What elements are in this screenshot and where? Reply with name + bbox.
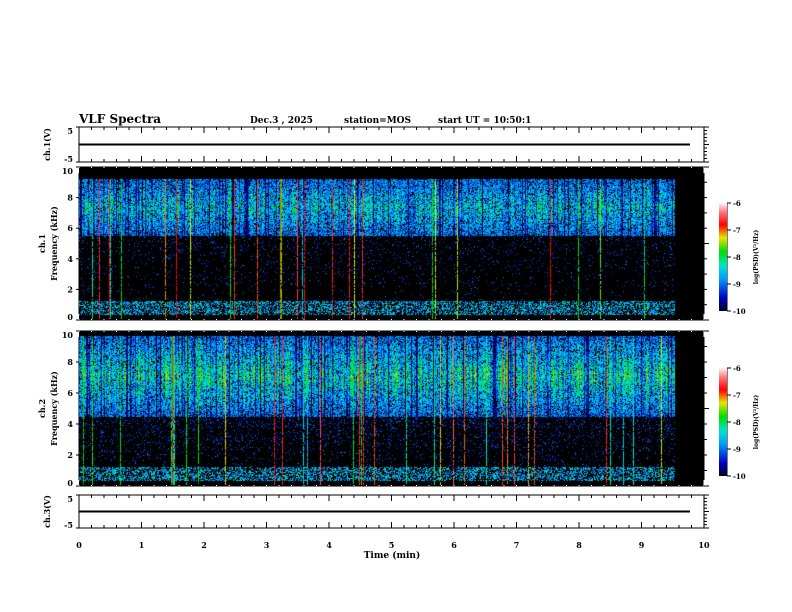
x-tick-label: 7 <box>514 540 520 550</box>
ch1-spectrogram-image <box>79 168 693 319</box>
colorbar-label: log(PSD)(V²/Hz) <box>753 230 760 285</box>
colorbar-tick-label: -7 <box>733 226 741 235</box>
x-tick-label: 4 <box>326 540 332 550</box>
start-time-label: start UT = 10:50:1 <box>438 116 531 126</box>
figure-title: VLF Spectra <box>78 112 161 126</box>
x-tick-label: 0 <box>76 540 82 550</box>
y-tick-label: 8 <box>67 193 73 203</box>
colorbar-label: log(PSD)(V²/Hz) <box>753 395 760 450</box>
x-tick-label: 1 <box>139 540 145 550</box>
y-tick-label: -5 <box>64 520 73 530</box>
x-tick-label: 8 <box>576 540 582 550</box>
y-axis-label: ch.1(V) <box>42 128 52 161</box>
y-tick-label: 6 <box>67 223 73 233</box>
colorbar-tick-label: -8 <box>733 418 741 427</box>
colorbar-tick-label: -10 <box>733 307 746 316</box>
y-axis-label: ch.3(V) <box>42 495 52 528</box>
y-axis-label: Frequency (kHz) <box>49 371 59 446</box>
y-tick-label: 8 <box>67 357 73 367</box>
x-tick-label: 2 <box>201 540 207 550</box>
panel-channel-label: ch.2 <box>37 399 47 418</box>
y-tick-label: 10 <box>62 330 74 340</box>
y-tick-label: 6 <box>67 388 73 398</box>
x-tick-label: 5 <box>389 540 395 550</box>
y-tick-label: 4 <box>67 254 73 264</box>
colorbar-tick-label: -6 <box>733 364 741 373</box>
y-tick-label: 2 <box>67 284 73 294</box>
colorbar-tick-label: -9 <box>733 445 741 454</box>
colorbar-tick-label: -8 <box>733 253 741 262</box>
ch2-colorbar <box>719 368 727 476</box>
y-axis-label: Frequency (kHz) <box>49 206 59 281</box>
y-tick-label: 0 <box>67 312 73 322</box>
y-tick-label: 5 <box>67 494 73 504</box>
station-label: station=MOS <box>344 116 411 126</box>
colorbar-tick-label: -9 <box>733 280 741 289</box>
x-axis-label: Time (min) <box>364 550 421 561</box>
colorbar-tick-label: -7 <box>733 391 741 400</box>
panel-channel-label: ch.1 <box>37 234 47 253</box>
colorbar-tick-label: -6 <box>733 199 741 208</box>
x-tick-label: 10 <box>698 540 710 550</box>
ch2-spectrogram-image <box>79 332 693 485</box>
y-tick-label: 0 <box>67 478 73 488</box>
y-tick-label: 4 <box>67 419 73 429</box>
y-tick-label: 5 <box>67 126 73 136</box>
colorbar-tick-label: -10 <box>733 472 746 481</box>
x-tick-label: 9 <box>639 540 645 550</box>
x-tick-label: 3 <box>264 540 270 550</box>
x-tick-label: 6 <box>451 540 457 550</box>
y-tick-label: 10 <box>62 166 74 176</box>
date-label: Dec.3 , 2025 <box>250 116 313 126</box>
y-tick-label: -5 <box>64 154 73 164</box>
ch1-colorbar <box>719 203 727 311</box>
y-tick-label: 2 <box>67 450 73 460</box>
